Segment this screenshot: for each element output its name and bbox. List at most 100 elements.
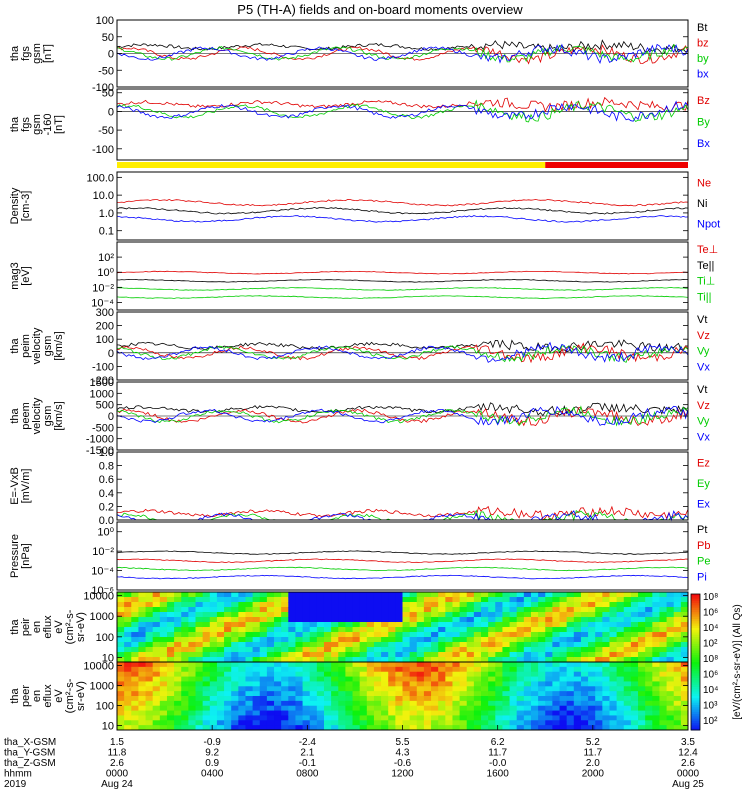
heatmap-cell [209, 671, 218, 678]
heatmap-cell [559, 637, 568, 643]
y-axis-label: gsm [31, 43, 43, 64]
heatmap-cell [309, 657, 318, 663]
heatmap-cell [323, 676, 332, 682]
heatmap-cell [345, 622, 354, 628]
heatmap-cell [202, 597, 211, 603]
heatmap-cell [188, 700, 197, 707]
heatmap-cell [231, 700, 239, 707]
heatmap-cell [209, 662, 218, 668]
heatmap-cell [209, 676, 218, 682]
heatmap-cell [323, 720, 332, 726]
heatmap-cell [266, 622, 275, 628]
heatmap-cell [209, 696, 218, 702]
heatmap-cell [145, 602, 154, 608]
heatmap-cell [609, 725, 618, 731]
heatmap-cell [680, 662, 689, 668]
heatmap-cell [580, 710, 589, 716]
heatmap-cell [316, 671, 325, 678]
heatmap-cell [623, 607, 632, 613]
heatmap-cell [609, 647, 618, 653]
heatmap-cell [416, 681, 425, 687]
heatmap-cell [416, 612, 425, 618]
heatmap-cell [166, 607, 175, 613]
heatmap-cell [438, 676, 446, 682]
heatmap-cell [652, 671, 660, 678]
heatmap-cell [359, 686, 368, 692]
heatmap-cell [595, 720, 603, 726]
colorbar-swatch [691, 625, 700, 629]
heatmap-cell [530, 666, 539, 673]
heatmap-cell [445, 602, 453, 608]
heatmap-cell [338, 700, 346, 707]
heatmap-cell [652, 696, 660, 702]
heatmap-cell [673, 671, 682, 678]
heatmap-cell [680, 666, 689, 673]
heatmap-cell [645, 725, 653, 731]
heatmap-cell [409, 671, 418, 678]
heatmap-cell [209, 710, 218, 716]
heatmap-cell [295, 662, 304, 668]
heatmap-cell [423, 637, 432, 643]
y-axis-label: peem [20, 402, 32, 430]
heatmap-cell [495, 720, 503, 726]
heatmap-cell [623, 627, 632, 633]
heatmap-cell [131, 681, 139, 687]
heatmap-cell [274, 725, 282, 731]
heatmap-cell [552, 686, 561, 692]
x-row-value: 1600 [487, 769, 510, 780]
heatmap-cell [530, 642, 539, 648]
heatmap-cell [188, 691, 197, 697]
heatmap-cell [323, 602, 332, 608]
heatmap-cell [459, 676, 468, 682]
heatmap-cell [466, 652, 475, 658]
heatmap-cell [166, 632, 175, 638]
y-tick-label: 1000 [90, 388, 114, 400]
heatmap-cell [266, 592, 275, 598]
heatmap-cell [516, 642, 525, 648]
heatmap-cell [438, 671, 446, 678]
heatmap-cell [366, 700, 375, 707]
heatmap-cell [152, 662, 161, 668]
heatmap-cell [523, 691, 532, 697]
heatmap-cell [645, 622, 653, 628]
heatmap-cell [538, 710, 546, 716]
heatmap-cell [345, 691, 354, 697]
heatmap-cell [259, 700, 268, 707]
heatmap-cell [545, 666, 553, 673]
heatmap-cell [359, 622, 368, 628]
colorbar-swatch [691, 664, 700, 668]
heatmap-cell [202, 691, 211, 697]
heatmap-cell [488, 597, 496, 603]
heatmap-cell [552, 612, 561, 618]
heatmap-cell [495, 647, 503, 653]
heatmap-cell [502, 647, 511, 653]
heatmap-cell [609, 592, 618, 598]
heatmap-cell [238, 705, 246, 712]
heatmap-cell [645, 720, 653, 726]
heatmap-cell [238, 686, 246, 692]
colorbar-swatch [691, 657, 700, 661]
heatmap-cell [523, 710, 532, 716]
heatmap-cell [252, 657, 261, 663]
heatmap-cell [323, 652, 332, 658]
heatmap-cell [538, 622, 546, 628]
heatmap-cell [281, 681, 289, 687]
heatmap-cell [181, 652, 189, 658]
heatmap-cell [402, 676, 411, 682]
heatmap-cell [680, 612, 689, 618]
heatmap-cell [181, 720, 189, 726]
heatmap-cell [266, 652, 275, 658]
heatmap-cell [459, 652, 468, 658]
heatmap-cell [373, 691, 382, 697]
colorbar-swatch [691, 596, 700, 600]
heatmap-cell [673, 676, 682, 682]
heatmap-cell [302, 696, 311, 702]
heatmap-cell [552, 676, 561, 682]
heatmap-cell [488, 710, 496, 716]
heatmap-cell [452, 652, 461, 658]
legend-Pt: Pt [697, 524, 707, 536]
heatmap-cell [431, 696, 439, 702]
